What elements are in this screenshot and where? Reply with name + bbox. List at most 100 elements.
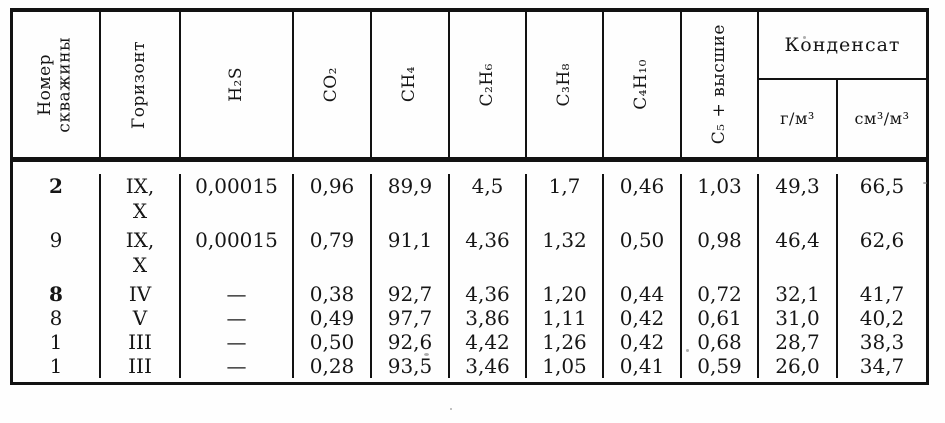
col-header-ch4-label: CH₄ — [399, 66, 420, 103]
table-cell: 1,03 — [682, 174, 759, 228]
col-header-c2h6: C₂H₆ — [450, 12, 527, 157]
table-cell: 0,49 — [294, 306, 372, 330]
table-cell: III — [101, 354, 181, 378]
table-cell: 0,41 — [604, 354, 682, 378]
table-cell: 1 — [13, 330, 101, 354]
table-cell: — — [181, 354, 294, 378]
table-cell: 4,36 — [450, 228, 527, 282]
table-cell: 31,0 — [759, 306, 838, 330]
table-row: 1 III —0,28 93,5 3,46 1,05 0,41 0,59 26,0 34,7 — [13, 354, 926, 378]
table-cell: 0,00015 — [181, 228, 294, 282]
table-cell: 66,5 — [859, 174, 905, 198]
table-cell: 0,42 — [604, 306, 682, 330]
table-cell: 62,6 — [859, 228, 905, 252]
table-cell: 92,7 — [372, 282, 450, 306]
table-cell: 8 — [13, 282, 101, 306]
table-cell: 0,00015 — [181, 174, 294, 228]
table-cell: 1,05 — [527, 354, 604, 378]
table-cell: 4,42 — [450, 330, 527, 354]
col-header-well-number-label: Номер скважины — [35, 36, 75, 133]
col-header-horizon: Горизонт — [101, 12, 181, 157]
table-cell: 1,11 — [527, 306, 604, 330]
table-cell: IX, X — [101, 174, 181, 228]
col-header-c3h8: C₃H₈ — [527, 12, 604, 157]
table-cell: 0,68 — [682, 330, 759, 354]
table-cell: 4,5 — [450, 174, 527, 228]
table-cell: 0,42 — [604, 330, 682, 354]
table-cell: III — [101, 330, 181, 354]
header-divider — [13, 157, 926, 162]
table-cell: 46,4 — [759, 228, 838, 282]
table-cell: 32,1 — [759, 282, 838, 306]
table-cell: 49,3 — [759, 174, 838, 228]
table-cell: 1,20 — [527, 282, 604, 306]
table-body: 2 IX, X 0,00015 0,96 89,9 4,5 1,7 0,46 1,03 49,3 6… — [13, 162, 926, 382]
table-cell: — — [181, 330, 294, 354]
table-cell: 1 — [13, 354, 101, 378]
table-cell: 41,7 — [859, 282, 905, 306]
col-header-condensate: Конденсат — [759, 12, 926, 80]
table-cell: 0,46 — [604, 174, 682, 228]
table-cell: 0,98 — [682, 228, 759, 282]
table-cell: 0,28 — [294, 354, 372, 378]
col-header-c5-higher-label: C₅ + высшие — [708, 24, 729, 145]
col-header-co2: CO₂ — [294, 12, 372, 157]
table-row: 9 IX, X 0,00015 0,79 91,1 4,36 1,32 0,50 0,98 46,… — [13, 228, 926, 282]
table-row: 2 IX, X 0,00015 0,96 89,9 4,5 1,7 0,46 1,03 49,3 6… — [13, 174, 926, 228]
table-cell: 0,79 — [294, 228, 372, 282]
scan-speck — [686, 349, 689, 352]
table-cell: 9 — [13, 228, 101, 282]
table-row: 8 V —0,49 97,7 3,86 1,11 0,42 0,61 31,0 40,2 — [13, 306, 926, 330]
table-cell: 0,61 — [682, 306, 759, 330]
col-header-h2s: H₂S — [181, 12, 294, 157]
table-cell: 2 — [13, 174, 101, 228]
table-cell: 1,32 — [527, 228, 604, 282]
scan-speck — [424, 353, 429, 356]
col-header-cm3-per-m3: см³/м³ — [854, 109, 910, 128]
condensate-group: Конденсат г/м³ см³/м³ — [759, 12, 926, 157]
col-header-c4h10: C₄H₁₀ — [604, 12, 682, 157]
table-cell: 0,44 — [604, 282, 682, 306]
scan-speck — [803, 36, 806, 39]
table-cell: IX, X — [101, 228, 181, 282]
table-cell: 0,96 — [294, 174, 372, 228]
table-cell: 0,50 — [604, 228, 682, 282]
condensate-subheader: г/м³ см³/м³ — [759, 80, 926, 157]
col-header-well-number: Номер скважины — [13, 12, 101, 157]
table-cell: 1,26 — [527, 330, 604, 354]
table-cell: 0,50 — [294, 330, 372, 354]
col-header-co2-label: CO₂ — [321, 66, 342, 103]
table-header: Номер скважины Горизонт H₂S CO₂ CH₄ C₂H₆… — [13, 12, 926, 157]
table-cell: — — [181, 306, 294, 330]
gas-composition-table: Номер скважины Горизонт H₂S CO₂ CH₄ C₂H₆… — [10, 8, 929, 385]
table-cell: 3,46 — [450, 354, 527, 378]
table-row: 8 IV —0,38 92,7 4,36 1,20 0,44 0,72 32,1 41,7 — [13, 282, 926, 306]
col-header-g-per-m3: г/м³ — [759, 80, 838, 157]
table-cell: 0,72 — [682, 282, 759, 306]
table-cell: IV — [101, 282, 181, 306]
table-cell: 93,5 — [372, 354, 450, 378]
table-cell: 91,1 — [372, 228, 450, 282]
col-header-ch4: CH₄ — [372, 12, 450, 157]
table-cell: — — [181, 282, 294, 306]
table-cell: 4,36 — [450, 282, 527, 306]
table-cell: V — [101, 306, 181, 330]
table-cell: 34,7 — [859, 354, 905, 378]
table-cell: 89,9 — [372, 174, 450, 228]
table-cell: 26,0 — [759, 354, 838, 378]
table-cell: 1,7 — [527, 174, 604, 228]
col-header-h2s-label: H₂S — [225, 67, 246, 102]
table-cell: 38,3 — [859, 330, 905, 354]
table-cell: 28,7 — [759, 330, 838, 354]
table-cell: 3,86 — [450, 306, 527, 330]
col-header-c3h8-label: C₃H₈ — [553, 62, 574, 107]
table-cell: 8 — [13, 306, 101, 330]
col-header-c5-higher: C₅ + высшие — [682, 12, 759, 157]
table-cell: 0,59 — [682, 354, 759, 378]
col-header-c4h10-label: C₄H₁₀ — [631, 59, 652, 110]
table-row: 1 III —0,50 92,6 4,42 1,26 0,42 0,68 28,7 38,3 — [13, 330, 926, 354]
table-cell: 0,38 — [294, 282, 372, 306]
scan-speck — [923, 182, 927, 184]
table-cell: 92,6 — [372, 330, 450, 354]
